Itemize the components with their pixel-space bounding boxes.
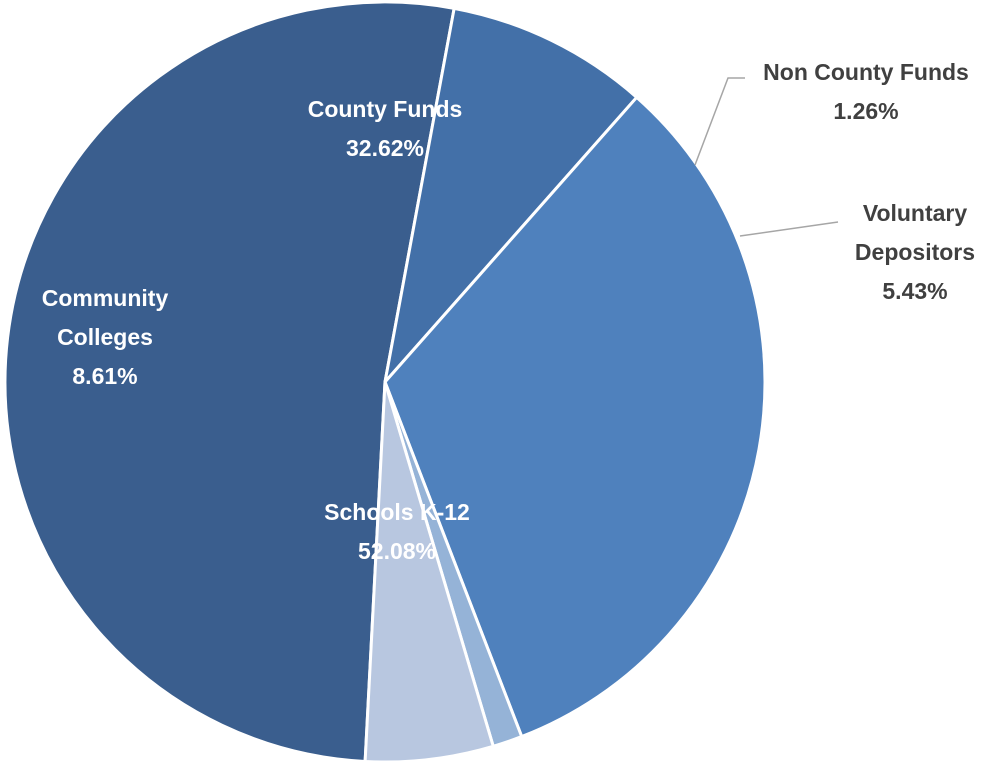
slice-community-colleges [383,6,639,384]
slice-labels: Schools K-12 52.08% Community Colleges 8.61%… [42,59,975,564]
leader-lines [694,77,839,237]
leader-line-voluntary-depositors [739,221,839,237]
label-non-county-funds: Non County Funds 1.26% [763,59,969,124]
name-label: Depositors [855,239,975,265]
label-community-colleges: Community Colleges 8.61% [42,285,169,389]
percent-label: 5.43% [882,278,947,304]
percent-label: 52.08% [358,538,436,564]
leader-line-non-county-funds [694,77,745,166]
label-county-funds: County Funds 32.62% [308,96,463,161]
name-label: Schools K-12 [324,499,470,525]
label-schools-k-12: Schools K-12 52.08% [324,499,470,564]
name-label: Colleges [57,324,153,350]
percent-label: 32.62% [346,135,424,161]
slice-voluntary-depositors [363,380,495,763]
name-label: Voluntary [863,200,968,226]
name-label: Community [42,285,169,311]
percent-label: 8.61% [72,363,137,389]
label-voluntary-depositors: Voluntary Depositors 5.43% [855,200,975,304]
percent-label: 1.26% [833,98,898,124]
slice-county-funds [383,95,767,739]
slice-schools-k-12 [3,0,456,763]
pie-slices [3,0,767,763]
name-label: County Funds [308,96,463,122]
name-label: Non County Funds [763,59,969,85]
